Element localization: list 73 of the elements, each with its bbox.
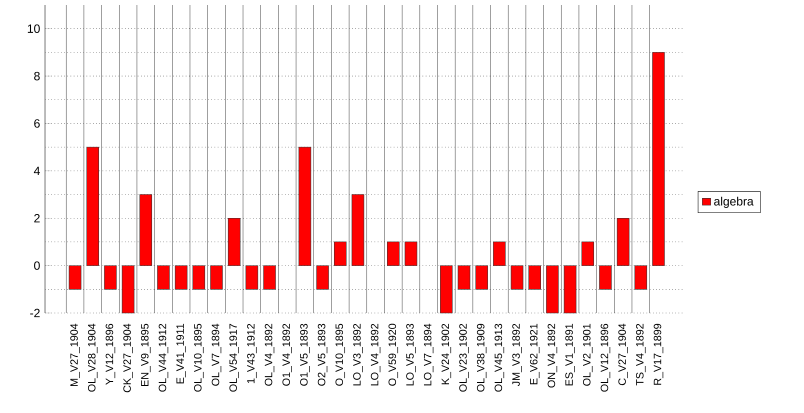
bar [298,146,312,266]
bar [140,194,152,266]
y-tick-label: 6 [34,119,40,128]
x-tick-label: O1_V4_1892 [282,324,292,386]
x-tick-label: O_V59_1920 [388,324,398,386]
x-tick-label: 1_V43_1912 [247,324,257,384]
bar [546,265,559,314]
legend-label: algebra [714,196,754,208]
x-tick-label: ES_V1_1891 [565,324,575,386]
bar [122,265,134,314]
y-tick-label: 2 [34,214,40,222]
x-tick-label: CK_V27_1904 [123,324,133,392]
bar [458,265,470,290]
bar [157,265,170,290]
y-tick-label: 8 [34,72,40,80]
bar [581,242,594,266]
bar [440,265,453,314]
bar [210,265,223,290]
bar [528,265,541,290]
x-tick-label: OL_V23_1902 [459,324,469,392]
bar [246,265,258,290]
x-tick-label: TS_V4_1892 [636,324,646,386]
x-tick-label: JM_V3_1892 [512,324,522,386]
x-tick-label: OL_V12_1896 [600,324,610,392]
x-tick-label: OL_V28_1904 [88,324,98,392]
x-tick-label: LO_V3_1892 [353,324,363,386]
x-tick-label: LO_V4_1892 [370,324,380,386]
x-tick-label: LO_V7_1894 [424,324,434,386]
y-tick-label: 0 [34,261,40,270]
bar [652,52,665,266]
x-tick-label: C_V27_1904 [618,324,628,386]
bar [86,146,100,266]
y-tick-label: 10 [28,24,40,33]
x-tick-label: E_V62_1921 [530,324,540,384]
bar [192,265,206,290]
bar [104,265,117,290]
x-tick-label: ON_V4_1892 [548,324,558,388]
x-tick-label: OL_V44_1912 [158,324,168,392]
x-tick-label: OL_V10_1895 [194,324,204,392]
bar [352,194,364,266]
x-tick-label: O2_V5_1893 [318,324,328,386]
bar [616,218,630,266]
bar [228,218,240,266]
bar [316,265,329,290]
x-tick-label: Y_V12_1896 [106,324,116,385]
bar [564,265,576,314]
x-tick-label: R_V17_1899 [654,324,664,385]
x-tick-label: OL_V45_1913 [494,324,504,392]
x-tick-label: K_V24_1902 [442,324,452,384]
y-tick-label: 4 [34,166,40,175]
bar [68,265,82,290]
x-tick-label: M_V27_1904 [70,324,80,386]
bar [263,265,276,290]
bar [475,265,488,290]
x-tick-label: OL_V54_1917 [229,324,239,392]
x-tick-label: OL_V2_1901 [582,324,593,386]
x-tick-label: E_V41_1911 [176,324,186,384]
bar [599,265,612,290]
bar [387,242,400,266]
x-tick-label: OL_V38_1909 [476,324,486,392]
x-tick-label: O_V10_1895 [335,324,346,386]
bar [493,242,506,266]
x-tick-label: O1_V5_1893 [300,324,310,386]
x-tick-label: OL_V7_1894 [212,324,222,386]
bar [404,242,418,266]
bar [510,265,524,290]
x-tick-label: OL_V4_1892 [264,324,274,386]
x-tick-label: EN_V9_1895 [141,324,151,386]
bar [334,242,347,266]
bar [634,265,648,290]
x-tick-label: LO_V5_1893 [406,324,416,386]
y-tick-label: -2 [30,308,40,318]
bar [174,265,188,290]
